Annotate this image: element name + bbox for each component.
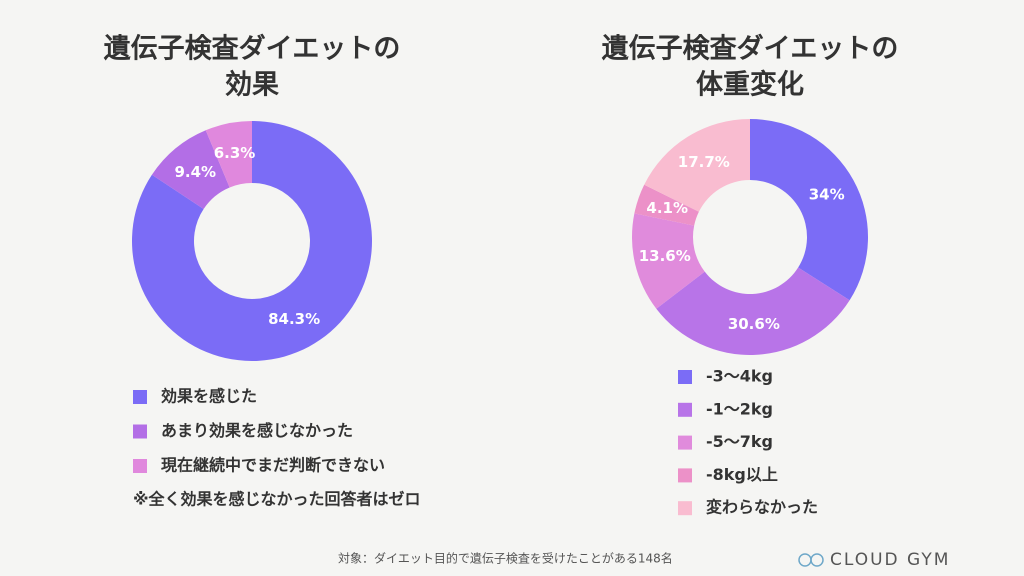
legend-label: あまり効果を感じなかった <box>161 421 353 440</box>
chart-note: ※全く効果を感じなかった回答者はゼロ <box>133 490 421 509</box>
data-label: 30.6% <box>728 315 780 333</box>
legend-label: 変わらなかった <box>706 498 818 517</box>
legend-swatch <box>678 468 692 483</box>
legend-swatch <box>678 435 692 450</box>
chart-title: 遺伝子検査ダイエットの <box>602 33 899 65</box>
legend-label: -8kg以上 <box>706 465 778 484</box>
data-label: 9.4% <box>174 163 216 181</box>
chart-title: 体重変化 <box>696 69 804 101</box>
data-label: 17.7% <box>678 153 730 171</box>
brand-logo <box>798 553 824 567</box>
pie-slice <box>205 121 252 188</box>
legend-label: -3〜4kg <box>706 367 773 386</box>
pie-slice <box>151 130 230 210</box>
legend-swatch <box>133 390 147 404</box>
pie-slice <box>132 121 373 362</box>
chart-title: 効果 <box>225 69 279 101</box>
legend-label: -5〜7kg <box>706 432 773 451</box>
data-label: 34% <box>809 185 845 203</box>
data-label: 13.6% <box>639 247 691 265</box>
legend-label: -1〜2kg <box>706 399 773 418</box>
data-label: 6.3% <box>214 144 256 162</box>
legend-swatch <box>133 459 147 473</box>
legend-swatch <box>133 424 147 439</box>
legend-swatch <box>678 370 692 384</box>
data-label: 84.3% <box>268 310 320 328</box>
legend-label: 効果を感じた <box>161 387 257 406</box>
pie-slice <box>631 213 705 309</box>
legend-swatch <box>678 501 692 516</box>
chart-title: 遺伝子検査ダイエットの <box>104 33 401 65</box>
pie-slice <box>750 119 868 301</box>
brand-name: CLOUD GYM <box>830 550 950 570</box>
legend-label: 現在継続中でまだ判断できない <box>161 456 385 475</box>
pie-slice <box>634 184 699 226</box>
footer-source: 対象：ダイエット目的で遺伝子検査を受けたことがある148名 <box>338 551 673 566</box>
pie-slice <box>644 119 750 212</box>
pie-slice <box>656 267 850 355</box>
data-label: 4.1% <box>646 199 688 217</box>
legend-swatch <box>678 402 692 417</box>
